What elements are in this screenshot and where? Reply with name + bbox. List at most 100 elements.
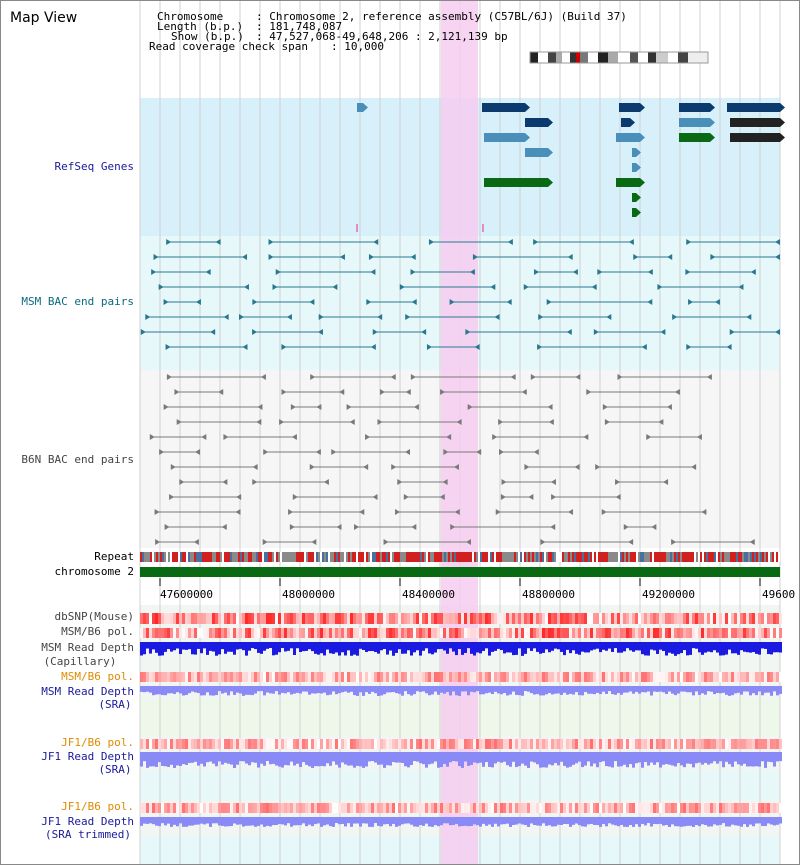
msm-read-depth-sra-sub: (SRA) [98, 698, 132, 711]
read-depth-bar [218, 752, 221, 762]
repeat-element [516, 552, 518, 562]
read-depth-bar [629, 642, 632, 651]
read-depth-bar [224, 642, 227, 654]
variant-density-cell [740, 672, 743, 682]
selection-highlight [441, 0, 478, 865]
repeat-element [254, 552, 256, 562]
read-depth-bar [164, 817, 167, 826]
variant-density-cell [386, 739, 389, 749]
b6n-bac-pair-end [235, 509, 241, 515]
variant-density-cell [440, 613, 443, 624]
variant-density-cell [365, 672, 368, 682]
variant-density-cell [602, 628, 605, 638]
read-depth-bar [623, 752, 626, 765]
variant-density-cell [542, 628, 545, 638]
read-depth-bar [293, 817, 296, 826]
read-depth-bar [587, 752, 590, 762]
read-depth-bar [311, 686, 314, 694]
variant-density-cell [458, 739, 461, 749]
repeat-element [430, 552, 432, 562]
read-depth-bar [431, 686, 434, 695]
read-depth-bar [614, 686, 617, 695]
read-depth-bar [230, 686, 233, 692]
variant-density-cell [368, 739, 371, 749]
variant-density-cell [629, 672, 632, 682]
read-depth-bar [236, 817, 239, 825]
read-depth-bar [437, 686, 440, 695]
read-depth-bar [557, 752, 560, 766]
variant-density-cell [242, 672, 245, 682]
repeat-element [316, 552, 318, 562]
variant-density-cell [398, 739, 401, 749]
repeat-element [564, 552, 566, 562]
variant-density-cell [758, 739, 761, 749]
variant-density-cell [482, 739, 485, 749]
variant-density-cell [155, 672, 158, 682]
read-depth-bar [710, 686, 713, 692]
gene-strand-arrow [710, 133, 715, 142]
msm-b6-pol-2-track-label[interactable]: MSM/B6 pol. [61, 670, 134, 683]
read-depth-bar [533, 686, 536, 695]
msm-read-depth-capillary-label[interactable]: MSM Read Depth [41, 641, 134, 654]
variant-density-cell [725, 672, 728, 682]
msm-bac-pair-end [710, 254, 716, 260]
read-depth-bar [611, 686, 614, 695]
variant-density-cell [332, 803, 335, 813]
variant-density-cell [710, 672, 713, 682]
axis-tick-label: 49600 [762, 588, 796, 601]
jf1-read-depth-trimmed-label[interactable]: JF1 Read Depth [41, 815, 134, 828]
read-depth-bar [368, 817, 371, 827]
read-depth-bar [692, 817, 695, 827]
ideogram-band [562, 52, 570, 63]
variant-density-cell [692, 803, 695, 813]
axis-tick-label: 47600000 [160, 588, 213, 601]
variant-density-cell [467, 739, 470, 749]
variant-density-cell [752, 613, 755, 624]
read-depth-bar [428, 817, 431, 827]
read-depth-bar [386, 817, 389, 825]
read-depth-bar [773, 642, 776, 653]
read-depth-bar [689, 686, 692, 693]
read-depth-bar [770, 642, 773, 655]
read-depth-bar [206, 752, 209, 763]
read-depth-bar [365, 642, 368, 652]
read-depth-bar [329, 817, 332, 827]
read-depth-bar [752, 686, 755, 694]
read-depth-bar [467, 817, 470, 827]
variant-density-cell [242, 803, 245, 813]
read-depth-bar [359, 817, 362, 827]
msm-bac-track-label[interactable]: MSM BAC end pairs [21, 295, 134, 308]
jf1-read-depth-sra-label[interactable]: JF1 Read Depth [41, 750, 134, 763]
read-depth-bar [482, 686, 485, 695]
b6n-bac-track-label[interactable]: B6N BAC end pairs [21, 453, 134, 466]
variant-density-cell [764, 613, 767, 624]
variant-density-cell [746, 739, 749, 749]
read-depth-bar [314, 642, 317, 654]
msm-b6-pol-track-label[interactable]: MSM/B6 pol. [61, 625, 134, 638]
variant-density-cell [467, 628, 470, 638]
read-depth-bar [320, 686, 323, 694]
variant-density-cell [359, 739, 362, 749]
msm-bac-pair-end [465, 329, 471, 335]
read-depth-bar [695, 686, 698, 692]
jf1-b6-pol-2-track-label[interactable]: JF1/B6 pol. [61, 800, 134, 813]
variant-density-cell [560, 672, 563, 682]
variant-density-cell [461, 739, 464, 749]
jf1-b6-pol-track-label[interactable]: JF1/B6 pol. [61, 736, 134, 749]
refseq-track-label[interactable]: RefSeq Genes [54, 160, 134, 173]
variant-density-cell [218, 628, 221, 638]
variant-density-cell [197, 803, 200, 813]
msm-read-depth-sra-label[interactable]: MSM Read Depth [41, 685, 134, 698]
variant-density-cell [299, 613, 302, 624]
variant-density-cell [494, 803, 497, 813]
read-depth-bar [614, 817, 617, 826]
msm-bac-pair-end [641, 344, 647, 350]
read-depth-bar [149, 752, 152, 767]
variant-density-cell [578, 672, 581, 682]
variant-density-cell [149, 628, 152, 638]
repeat-element [218, 552, 220, 562]
read-depth-bar [530, 686, 533, 694]
dbsnp-track-label[interactable]: dbSNP(Mouse) [54, 610, 134, 623]
